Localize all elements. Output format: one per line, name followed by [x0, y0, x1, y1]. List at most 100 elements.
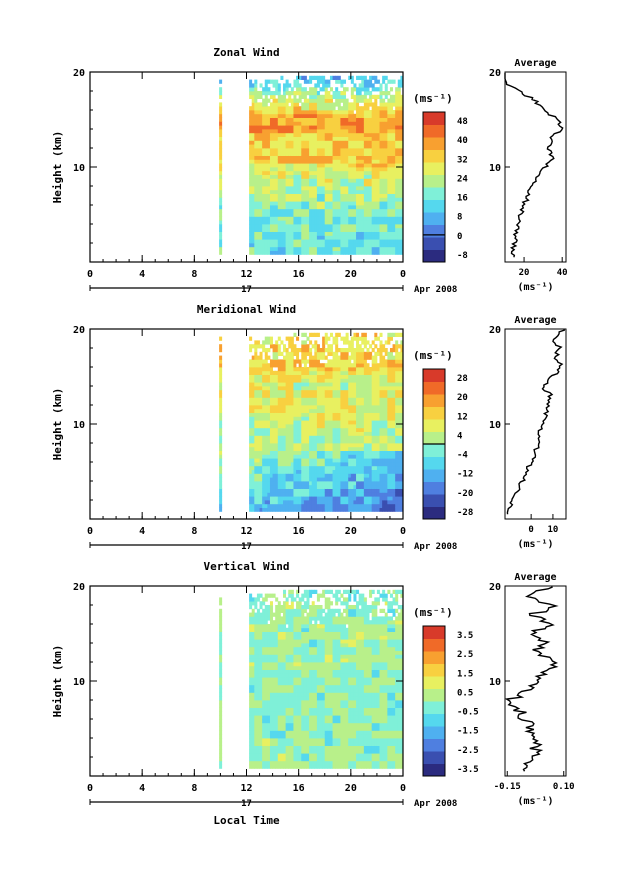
colorbar-bin [423, 701, 445, 714]
colorbar-bin [423, 676, 445, 689]
y-tick-label: 20 [73, 68, 85, 79]
x-axis-title: Local Time [213, 814, 280, 827]
colorbar-frame [422, 625, 446, 777]
colorbar-bin [423, 212, 445, 225]
avg-x-tick-label: 40 [557, 268, 568, 278]
x-tick-label: 0 [400, 526, 406, 537]
colorbar-bin [423, 444, 445, 457]
avg-x-tick-label: -0.15 [494, 782, 521, 792]
avg-y-tick-label: 10 [489, 677, 501, 688]
colorbar-bin [423, 419, 445, 432]
colorbar-tick-label: 3.5 [457, 631, 473, 641]
average-frame [504, 328, 567, 520]
colorbar-unit: (ms⁻¹) [413, 92, 453, 105]
colorbar-bin [423, 688, 445, 702]
colorbar-tick-label: 20 [457, 393, 468, 403]
x-tick-label: 12 [240, 526, 252, 537]
date-label: Apr 2008 [414, 285, 457, 295]
average-profile-line [504, 586, 559, 772]
avg-x-tick-label: 0 [528, 525, 533, 535]
colorbar-tick-label: 4 [457, 431, 463, 441]
panel-title: Zonal Wind [213, 46, 279, 59]
heatmap-cells [219, 589, 404, 769]
colorbar-bin [423, 112, 445, 125]
colorbar-bin [423, 651, 445, 664]
average-profile-line [506, 329, 566, 515]
colorbar-bin [423, 481, 445, 495]
y-axis-label: Height (km) [51, 388, 64, 461]
average-title: Average [514, 572, 556, 583]
colorbar-bin [423, 249, 445, 263]
x-tick-label: 0 [87, 783, 93, 794]
x-tick-label: 8 [191, 269, 197, 280]
colorbar-bin [423, 187, 445, 200]
avg-y-tick-label: 10 [489, 163, 501, 174]
colorbar-tick-label: 0.5 [457, 688, 473, 698]
colorbar-bin [423, 506, 445, 520]
colorbar-tick-label: 2.5 [457, 650, 473, 660]
average-title: Average [514, 58, 556, 69]
day-label: 17 [241, 799, 252, 809]
x-tick-label: 4 [139, 526, 145, 537]
x-tick-label: 4 [139, 269, 145, 280]
x-tick-label: 12 [240, 783, 252, 794]
avg-x-tick-label: 0.10 [553, 782, 575, 792]
average-panel: Average 10 20 0 10 (ms⁻¹) [489, 315, 567, 550]
colorbar-bin [423, 199, 445, 213]
colorbar-tick-label: -20 [457, 489, 473, 499]
colorbar-tick-label: -2.5 [457, 746, 479, 756]
date-label: Apr 2008 [414, 799, 457, 809]
x-tick-label: 0 [87, 269, 93, 280]
colorbar-bin [423, 638, 445, 652]
colorbar-bin [423, 626, 445, 639]
colorbar-tick-label: -4 [457, 451, 468, 461]
avg-x-tick-label: 20 [519, 268, 530, 278]
colorbar-tick-label: -3.5 [457, 765, 479, 775]
colorbar-bin [423, 738, 445, 752]
colorbar-tick-label: -8 [457, 251, 468, 261]
colorbar-tick-label: 12 [457, 412, 468, 422]
average-panel: Average 10 20 20 40 (ms⁻¹) [489, 58, 568, 293]
colorbar-bin [423, 431, 445, 445]
colorbar-tick-label: 40 [457, 136, 468, 146]
x-tick-label: 20 [345, 783, 357, 794]
day-label: 17 [241, 285, 252, 295]
colorbar-bin [423, 469, 445, 482]
heatmap-cells [219, 332, 404, 512]
x-tick-label: 16 [293, 783, 305, 794]
day-label: 17 [241, 542, 252, 552]
colorbar-frame [422, 111, 446, 263]
colorbar-tick-label: 1.5 [457, 669, 473, 679]
colorbar-bin [423, 149, 445, 163]
avg-x-tick-label: 10 [548, 525, 559, 535]
avg-y-tick-label: 20 [489, 68, 501, 79]
colorbar-tick-label: 16 [457, 194, 468, 204]
avg-y-tick-label: 20 [489, 325, 501, 336]
x-tick-label: 8 [191, 526, 197, 537]
avg-x-label: (ms⁻¹) [517, 796, 553, 807]
x-tick-label: 12 [240, 269, 252, 280]
colorbar-unit: (ms⁻¹) [413, 606, 453, 619]
colorbar-tick-label: -0.5 [457, 708, 479, 718]
x-tick-label: 20 [345, 269, 357, 280]
colorbar-tick-label: -28 [457, 508, 473, 518]
colorbar-bin [423, 394, 445, 407]
colorbar-bin [423, 751, 445, 764]
x-tick-label: 8 [191, 783, 197, 794]
x-tick-label: 0 [400, 783, 406, 794]
colorbar-tick-label: 32 [457, 155, 468, 165]
colorbar-bin [423, 381, 445, 395]
avg-x-label: (ms⁻¹) [517, 539, 553, 550]
x-tick-label: 0 [87, 526, 93, 537]
colorbar-bin [423, 713, 445, 727]
y-tick-label: 20 [73, 325, 85, 336]
y-axis-label: Height (km) [51, 131, 64, 204]
colorbar-tick-label: 48 [457, 117, 468, 127]
colorbar-bin [423, 162, 445, 175]
average-profile-line [504, 72, 564, 258]
colorbar-tick-label: 28 [457, 374, 468, 384]
date-label: Apr 2008 [414, 542, 457, 552]
y-tick-label: 20 [73, 582, 85, 593]
panel-1: Meridional Wind 0 4 8 12 16 20 0 10 20 Height (km)… [51, 303, 567, 552]
